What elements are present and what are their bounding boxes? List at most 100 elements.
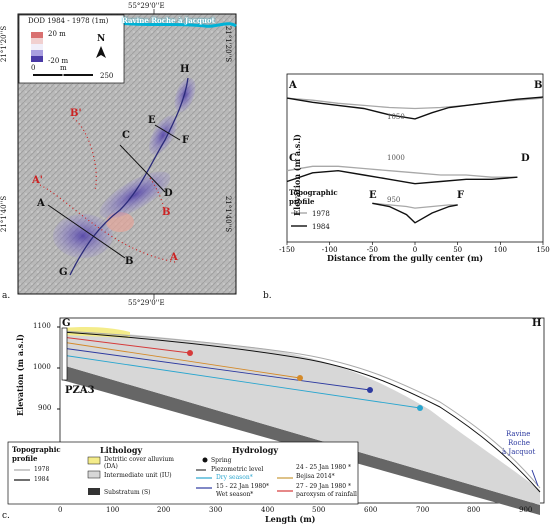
legend-jan27: 27 - 29 Jan 1980 * (296, 483, 351, 490)
scale-zero: 0 (31, 64, 36, 72)
section-line-ef (154, 124, 181, 141)
legend-jan24: 24 - 25 Jan 1980 * (296, 464, 351, 471)
dod-patch (53, 214, 113, 258)
profile-label-b: B (534, 80, 543, 91)
ravine-arrow-icon (531, 469, 539, 487)
legend-spring-icon (202, 457, 208, 463)
map-svg (17, 9, 237, 299)
profile-series-c-d-1984 (286, 169, 518, 185)
dod-patch (99, 171, 171, 219)
coord-top: 55°29'0''E (128, 2, 165, 10)
map-legend-title: DOD 1984 - 1978 (1m) (28, 17, 109, 25)
scarp-line-a (39, 184, 176, 263)
legend-topo-title: Topographic profile (12, 445, 61, 463)
north-label: N (97, 34, 106, 44)
dod-patch (149, 115, 177, 155)
panel-label-c: c. (2, 511, 10, 521)
spring-icon (417, 405, 423, 411)
map-label-c: C (122, 130, 130, 141)
legend-color-positive (31, 32, 43, 38)
legend-lith-title: Lithology (100, 445, 143, 455)
piezo-jan15-line (61, 347, 371, 391)
map-panel: DOD 1984 - 1978 (1m) 20 m -20 m 0 m 250 … (0, 0, 275, 307)
river-line (99, 18, 237, 28)
detritic-layer (62, 327, 130, 338)
piezo-jan27-line (61, 336, 191, 354)
profile-series-e-f-1984 (372, 202, 458, 224)
spring-icon (297, 375, 303, 381)
legend-substratum: Substratum (S) (104, 489, 151, 496)
legend-bejisa: Bejisa 2014* (296, 473, 335, 480)
pza3-label: PZA3 (65, 385, 95, 396)
map-label-d: D (164, 188, 173, 199)
map-label-e: E (148, 115, 156, 126)
map-label-red-a: A (170, 252, 178, 263)
profiles-x-tick: 0 (413, 246, 417, 254)
section-line-cd (119, 144, 166, 193)
spring-icon (367, 387, 373, 393)
profile-1984-line (61, 331, 541, 493)
intermediate-unit-layer (62, 330, 540, 505)
legend-swatch-detritic (87, 456, 101, 465)
longitudinal-xlabel: Length (m) (265, 514, 316, 524)
longitudinal-svg (7, 317, 545, 515)
profile-label-e: E (369, 190, 377, 201)
profile-label-d: D (521, 153, 530, 164)
x-tick-300: 300 (209, 506, 223, 514)
y-tick-1000: 1000 (33, 363, 51, 371)
y-tick-900: 900 (38, 404, 52, 412)
panel-label-a: a. (2, 291, 11, 301)
longitudinal-panel: Elevation (m a.s.l) 1100 1000 900 G H PZ… (0, 310, 550, 525)
x-tick-800: 800 (467, 506, 481, 514)
legend-wet: Wet season* (216, 491, 254, 498)
scale-end: 250 (100, 72, 114, 80)
x-tick-500: 500 (312, 506, 326, 514)
profiles-x-tick: -150 (279, 246, 295, 254)
profiles-legend-1978: 1978 (312, 210, 330, 218)
profile-elev-950: 950 (387, 196, 401, 204)
longitudinal-legend-box (7, 441, 359, 505)
map-label-b-prime: B' (70, 108, 82, 119)
x-tick-600: 600 (364, 506, 378, 514)
profiles-panel: -150 -100 -50 0 50 100 150 Elevation (m a.s.l)… (263, 70, 550, 305)
legend-jan15: 15 - 22 Jan 1980* (216, 483, 270, 490)
legend-swatch-intermediate (87, 470, 101, 479)
profile-series-e-f-1978 (372, 202, 458, 209)
x-tick-0: 0 (58, 506, 63, 514)
coord-right-top: 21°1'20''S (224, 25, 233, 63)
borehole-pza3 (61, 327, 68, 381)
profile-series-a-b-1984 (286, 96, 544, 120)
legend-color-negative (31, 56, 43, 62)
x-tick-400: 400 (261, 506, 275, 514)
profile-1978-line (61, 330, 541, 489)
map-label-f: F (182, 135, 190, 146)
x-tick-200: 200 (157, 506, 171, 514)
profile-elev-1000: 1000 (387, 154, 405, 162)
dod-patch (174, 77, 196, 113)
profiles-x-tick: -100 (322, 246, 338, 254)
x-tick-100: 100 (106, 506, 120, 514)
map-label-red-b: B (162, 207, 171, 218)
piezo-dry-line (61, 354, 421, 409)
profile-label-c: C (289, 153, 297, 164)
coord-right-bottom: 21°1'40''S (224, 195, 233, 233)
coord-left-top: 21°1'20''S (0, 25, 9, 63)
map-label-b: B (125, 256, 134, 267)
piezo-jan24-line (61, 341, 301, 379)
map-label-a: A (37, 198, 45, 209)
profiles-xlabel: Distance from the gully center (m) (327, 253, 484, 263)
north-arrow-icon (96, 46, 106, 58)
map-label-a-prime: A' (32, 175, 43, 186)
section-line-ab (47, 204, 126, 259)
map-label-h: H (180, 64, 190, 75)
profiles-x-tick: 100 (494, 246, 507, 254)
coord-left-bottom: 21°1'40''S (0, 195, 9, 233)
profiles-x-tick: 50 (453, 246, 462, 254)
legend-1984: 1984 (34, 476, 50, 483)
legend-min: -20 m (48, 57, 69, 65)
profiles-x-tick: -50 (367, 246, 378, 254)
river-label: Ravine Roche à Jacquot (122, 16, 215, 25)
long-end-h: H (532, 318, 542, 329)
x-tick-700: 700 (416, 506, 430, 514)
scale-unit: m (60, 64, 67, 72)
